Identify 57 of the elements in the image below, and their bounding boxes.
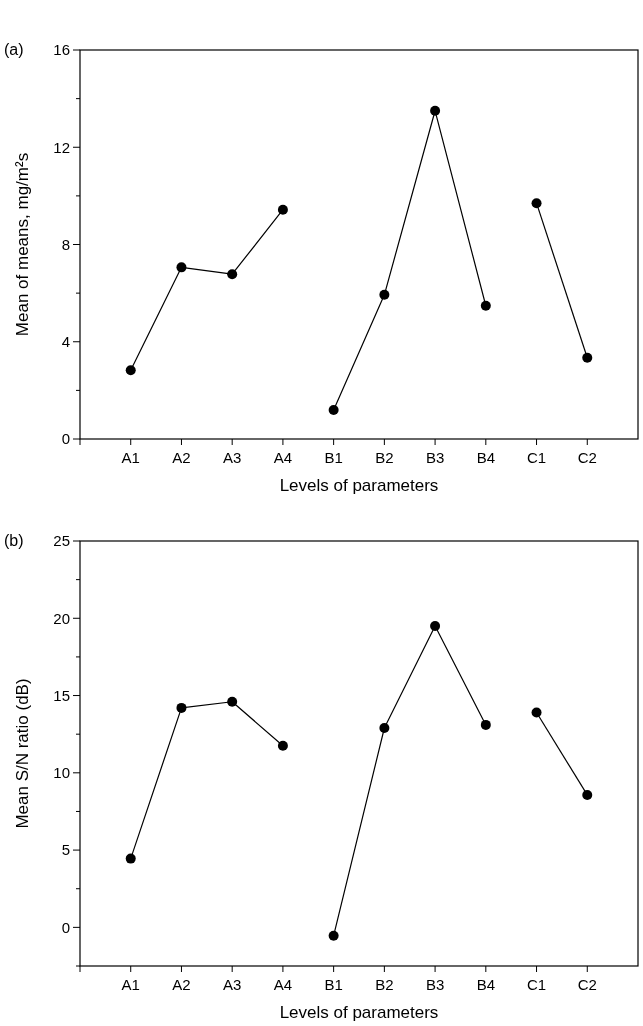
x-tick-label: B2	[375, 976, 394, 993]
y-tick-label: 5	[61, 841, 70, 859]
x-tick-label: A3	[223, 449, 242, 466]
x-tick-label: C1	[526, 449, 547, 466]
point	[480, 300, 491, 311]
x-axis-title: Levels of parameters	[279, 476, 439, 495]
x-tick-label: A3	[223, 976, 242, 993]
point	[328, 405, 339, 416]
point	[379, 289, 390, 300]
point	[531, 707, 542, 718]
y-tick-label: 20	[53, 609, 70, 627]
y-tick-label: 4	[61, 333, 70, 350]
point	[125, 365, 136, 376]
point	[582, 789, 593, 800]
x-tick-label: A4	[273, 976, 293, 993]
y-tick-label: 0	[61, 430, 70, 448]
point	[531, 198, 542, 209]
chart-title: (a)	[4, 41, 24, 58]
y-axis-title: Mean S/N ratio (dB)	[13, 678, 32, 829]
y-tick-label: 0	[61, 918, 70, 936]
point	[277, 204, 288, 215]
x-tick-label: A1	[121, 449, 140, 466]
point	[277, 740, 288, 751]
point	[582, 352, 593, 363]
x-tick-label: B4	[476, 449, 495, 466]
x-tick-label: B3	[425, 449, 445, 466]
point	[176, 702, 187, 713]
x-tick-label: B2	[375, 449, 394, 466]
y-tick-label: 16	[53, 41, 70, 59]
point	[227, 269, 238, 280]
y-tick-label: 12	[53, 138, 70, 156]
point	[328, 930, 339, 941]
point	[125, 853, 136, 864]
x-tick-label: A2	[172, 449, 191, 466]
x-tick-label: A1	[121, 976, 140, 993]
point	[480, 719, 491, 730]
x-tick-label: C2	[577, 976, 597, 993]
y-axis-title: Mean of means, mg/m²s	[13, 152, 32, 337]
point	[379, 723, 390, 733]
point	[227, 696, 238, 707]
x-tick-label: C2	[577, 449, 597, 466]
point	[430, 621, 441, 631]
x-tick-label: A4	[273, 449, 293, 466]
x-tick-label: C1	[526, 976, 547, 993]
x-tick-label: B4	[476, 976, 495, 993]
x-tick-label: B3	[425, 976, 445, 993]
chart-title: (b)	[4, 532, 24, 549]
point	[430, 105, 441, 116]
x-axis-title: Levels of parameters	[279, 1003, 439, 1022]
x-tick-label: A2	[172, 976, 191, 993]
point	[176, 262, 187, 273]
x-tick-label: B1	[324, 976, 343, 993]
y-tick-label: 8	[61, 235, 70, 253]
y-tick-label: 15	[53, 686, 70, 704]
y-tick-label: 25	[53, 532, 70, 550]
x-tick-label: B1	[324, 449, 343, 466]
y-tick-label: 10	[53, 764, 70, 782]
